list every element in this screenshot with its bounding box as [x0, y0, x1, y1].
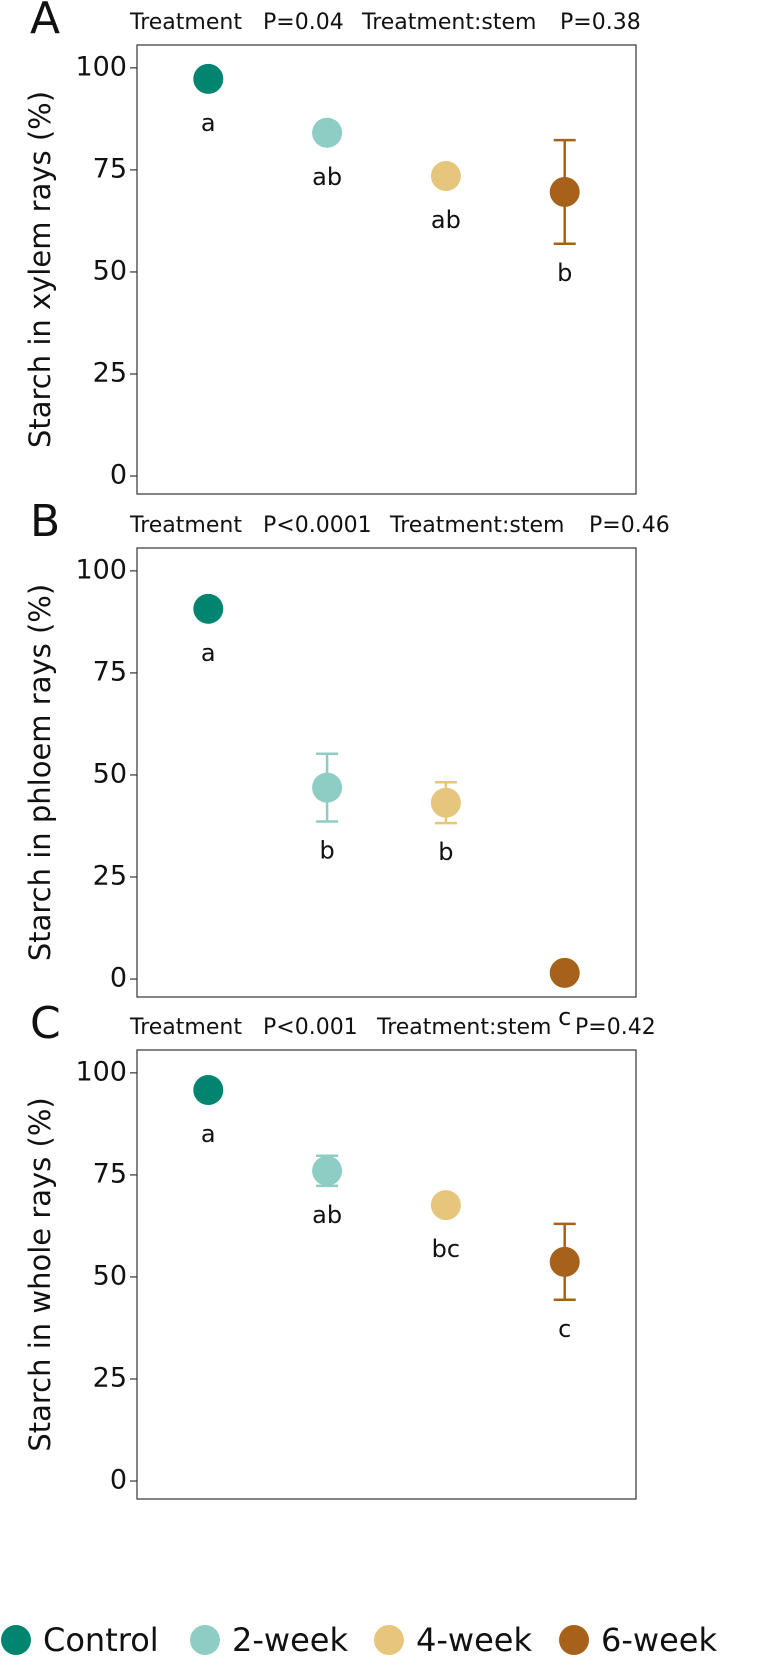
legend-label: Control: [43, 1621, 159, 1659]
group-letter: c: [558, 1315, 571, 1343]
annotation: P=0.04: [263, 10, 344, 35]
legend-swatch: [559, 1625, 589, 1655]
y-tick-label: 50: [93, 255, 127, 286]
plot-frame: [136, 1049, 637, 1500]
panel-label: C: [30, 998, 61, 1049]
point: [193, 1075, 224, 1106]
annotation: P=0.38: [560, 10, 641, 35]
group-letter: ab: [312, 163, 342, 191]
annotation: Treatment:stem: [389, 513, 564, 538]
point: [549, 176, 580, 207]
panel-label: B: [30, 496, 60, 547]
point: [193, 593, 224, 624]
point: [430, 1190, 461, 1221]
y-axis-label: Starch in whole rays (%): [23, 1097, 57, 1451]
group-letter: ab: [431, 206, 461, 234]
annotation: P=0.46: [589, 513, 670, 538]
point: [549, 957, 580, 988]
y-tick-label: 25: [93, 860, 127, 891]
y-tick-label: 0: [110, 963, 127, 994]
group-letter: a: [201, 1120, 216, 1148]
point: [312, 117, 343, 148]
y-tick-label: 50: [93, 1260, 127, 1291]
annotation: Treatment: [129, 10, 242, 35]
annotation: P=0.42: [575, 1015, 656, 1040]
y-tick-label: 100: [75, 1056, 127, 1087]
y-tick-label: 25: [93, 357, 127, 388]
legend-swatch: [374, 1625, 404, 1655]
point: [549, 1246, 580, 1277]
plot-frame: [136, 44, 637, 495]
group-letter: c: [558, 1003, 571, 1031]
y-axis-label: Starch in phloem rays (%): [23, 584, 57, 961]
group-letter: b: [319, 836, 334, 864]
y-tick-label: 75: [93, 1158, 127, 1189]
legend-label: 6-week: [601, 1621, 717, 1659]
y-tick-label: 75: [93, 656, 127, 687]
y-axis-label: Starch in xylem rays (%): [23, 91, 57, 448]
group-letter: ab: [312, 1201, 342, 1229]
panel-label: A: [30, 0, 60, 44]
group-letter: b: [557, 259, 572, 287]
legend-label: 4-week: [416, 1621, 532, 1659]
annotation: Treatment:stem: [376, 1015, 551, 1040]
point: [312, 772, 343, 803]
legend-swatch: [190, 1625, 220, 1655]
y-tick-label: 0: [110, 460, 127, 491]
legend-swatch: [1, 1625, 31, 1655]
point: [430, 787, 461, 818]
y-tick-label: 100: [75, 51, 127, 82]
plot-frame: [136, 547, 637, 998]
group-letter: b: [438, 838, 453, 866]
y-tick-label: 50: [93, 758, 127, 789]
annotation: Treatment: [129, 513, 242, 538]
group-letter: a: [201, 109, 216, 137]
annotation: Treatment: [129, 1015, 242, 1040]
y-tick-label: 75: [93, 153, 127, 184]
point: [312, 1155, 343, 1186]
y-tick-label: 100: [75, 554, 127, 585]
y-tick-label: 25: [93, 1362, 127, 1393]
annotation: P<0.001: [263, 1015, 358, 1040]
annotation: Treatment:stem: [361, 10, 536, 35]
point: [193, 63, 224, 94]
point: [430, 161, 461, 192]
legend-label: 2-week: [232, 1621, 348, 1659]
group-letter: bc: [432, 1235, 460, 1263]
y-tick-label: 0: [110, 1465, 127, 1496]
group-letter: a: [201, 639, 216, 667]
annotation: P<0.0001: [263, 513, 372, 538]
